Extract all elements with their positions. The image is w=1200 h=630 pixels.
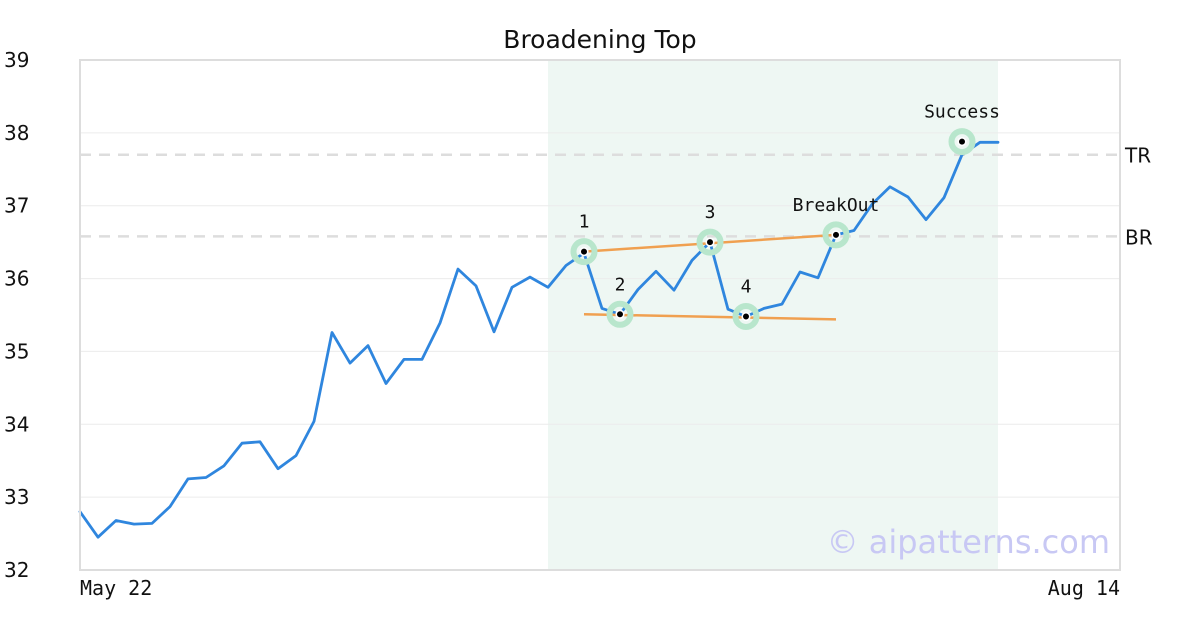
point-marker-success: [957, 137, 967, 147]
point-halo-success: [948, 128, 976, 156]
y-tick-label: 38: [4, 121, 29, 145]
x-tick-label: Aug 14: [1048, 576, 1120, 600]
point-halo-breakout: [822, 221, 850, 249]
point-marker-1: [579, 247, 589, 257]
y-tick-label: 39: [4, 48, 29, 72]
reference-label-br: BR: [1125, 225, 1153, 249]
point-label-breakout: BreakOut: [793, 195, 880, 216]
chart-title: Broadening Top: [503, 25, 696, 54]
reference-label-tr: TR: [1124, 144, 1151, 168]
point-label-2: 2: [615, 274, 626, 295]
y-tick-label: 36: [4, 267, 29, 291]
point-label-success: Success: [924, 102, 1000, 123]
point-marker-4: [741, 311, 751, 322]
x-tick-label: May 22: [80, 576, 152, 600]
point-label-1: 1: [579, 212, 590, 233]
y-tick-label: 37: [4, 194, 29, 218]
point-marker-3: [705, 237, 715, 247]
y-tick-label: 32: [4, 558, 29, 582]
y-tick-label: 34: [4, 412, 29, 436]
y-tick-label: 33: [4, 485, 29, 509]
plot-frame: [79, 59, 1121, 571]
point-halo-2: [606, 300, 634, 328]
y-tick-label: 35: [4, 339, 29, 363]
point-halo-4: [732, 302, 760, 330]
point-halo-1: [570, 238, 598, 266]
lower-trend-line: [583, 313, 837, 321]
point-label-3: 3: [705, 202, 716, 223]
point-halo-3: [696, 228, 724, 256]
point-label-4: 4: [741, 276, 752, 297]
point-marker-breakout: [831, 230, 841, 240]
point-marker-2: [615, 309, 625, 319]
watermark: © aipatterns.com: [827, 523, 1110, 561]
